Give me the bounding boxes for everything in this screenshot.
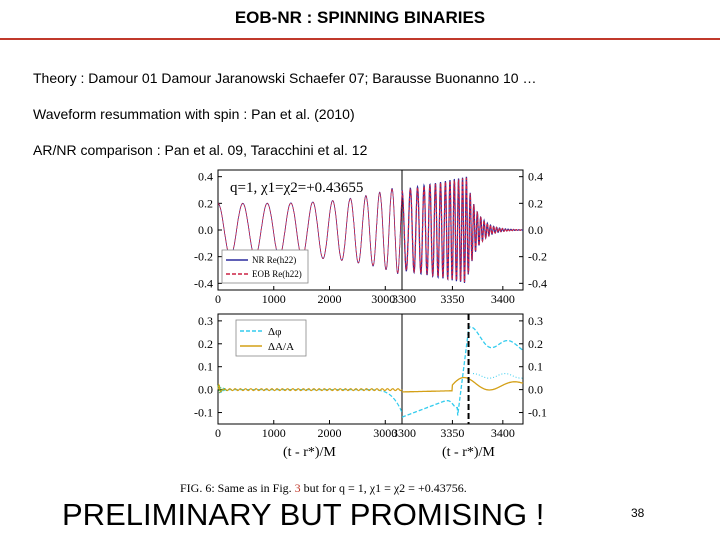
title-rule	[0, 38, 720, 40]
caption-pre: FIG. 6: Same as in Fig.	[180, 481, 295, 495]
y-tick-label-3-0: 0.3	[528, 314, 543, 328]
series-green-reference	[217, 384, 227, 394]
panel-frame-bottom-right	[401, 313, 524, 425]
legend-box-bottom	[235, 319, 307, 357]
bullet-comparison: AR/NR comparison : Pan et al. 09, Taracc…	[33, 142, 368, 158]
series-dphi-bottom-left	[217, 384, 403, 413]
y-tick-label-2-0: 0.3	[198, 314, 213, 328]
series-dotted-bottom-right	[473, 373, 523, 379]
x-tick-label-2-0: 0	[215, 426, 221, 440]
preliminary-banner: PRELIMINARY BUT PROMISING !	[62, 497, 545, 532]
x-tick-label-0-2: 2000	[318, 292, 342, 306]
y-tick-label-2-4: -0.1	[194, 406, 213, 420]
series-damp-bottom-right	[402, 376, 524, 393]
y-tick-label-3-1: 0.2	[528, 337, 543, 351]
x-tick-label-2-2: 2000	[318, 426, 342, 440]
y-tick-label-3-2: 0.1	[528, 360, 543, 374]
series-dphi-bottom-right	[401, 326, 524, 418]
y-tick-label-3-3: 0.0	[528, 383, 543, 397]
caption-figure-link[interactable]: 3	[294, 481, 301, 495]
legend-label-damp: ΔA/A	[268, 341, 294, 353]
x-tick-label-3-0: 3300	[392, 426, 416, 440]
x-tick-label-0-0: 0	[215, 292, 221, 306]
y-tick-label-3-4: -0.1	[528, 406, 547, 420]
x-tick-label-2-1: 1000	[262, 426, 286, 440]
y-tick-label-0-3: 0.2	[198, 196, 213, 210]
y-tick-label-0-2: 0.0	[198, 223, 213, 237]
x-tick-label-0-1: 1000	[262, 292, 286, 306]
top-annotation: q=1, χ1=χ2=+0.43655	[230, 180, 363, 196]
series-eob-top-right	[401, 177, 524, 282]
y-tick-label-2-1: 0.2	[198, 337, 213, 351]
series-damp-bottom-left	[217, 383, 403, 393]
y-tick-label-1-0: 0.4	[528, 170, 543, 184]
xlabel-left: (t - r*)/M	[283, 445, 336, 460]
figure-caption: FIG. 6: Same as in Fig. 3 but for q = 1,…	[180, 481, 467, 496]
y-tick-label-2-2: 0.1	[198, 360, 213, 374]
slide-title: EOB-NR : SPINNING BINARIES	[234, 8, 486, 27]
x-tick-label-0-3: 3000	[371, 292, 395, 306]
legend-label-dphi: Δφ	[268, 326, 281, 338]
legend-label-eob: EOB Re(h22)	[252, 269, 302, 279]
y-tick-label-1-4: -0.4	[528, 276, 547, 290]
y-tick-label-0-0: -0.4	[194, 276, 213, 290]
y-tick-label-1-3: -0.2	[528, 250, 547, 264]
y-tick-label-1-1: 0.2	[528, 196, 543, 210]
xlabel-right: (t - r*)/M	[442, 445, 495, 460]
y-tick-label-1-2: 0.0	[528, 223, 543, 237]
x-tick-label-1-2: 3400	[491, 292, 515, 306]
x-tick-label-2-3: 3000	[373, 426, 397, 440]
bullet-resummation: Waveform resummation with spin : Pan et …	[33, 106, 355, 122]
y-tick-label-0-4: 0.4	[198, 170, 213, 184]
x-tick-label-3-1: 3350	[440, 426, 464, 440]
legend-box-top	[221, 249, 309, 284]
caption-post: but for q = 1, χ1 = χ2 = +0.43756.	[300, 481, 467, 495]
x-tick-label-1-0: 3300	[392, 292, 416, 306]
legend-label-nr: NR Re(h22)	[252, 255, 296, 265]
series-eob-top-left	[217, 188, 403, 274]
y-tick-label-0-1: -0.2	[194, 250, 213, 264]
x-tick-label-3-2: 3400	[491, 426, 515, 440]
bullet-theory: Theory : Damour 01 Damour Jaranowski Sch…	[33, 70, 537, 86]
page-number: 38	[631, 506, 645, 520]
y-tick-label-2-3: 0.0	[198, 383, 213, 397]
x-tick-label-1-1: 3350	[440, 292, 464, 306]
